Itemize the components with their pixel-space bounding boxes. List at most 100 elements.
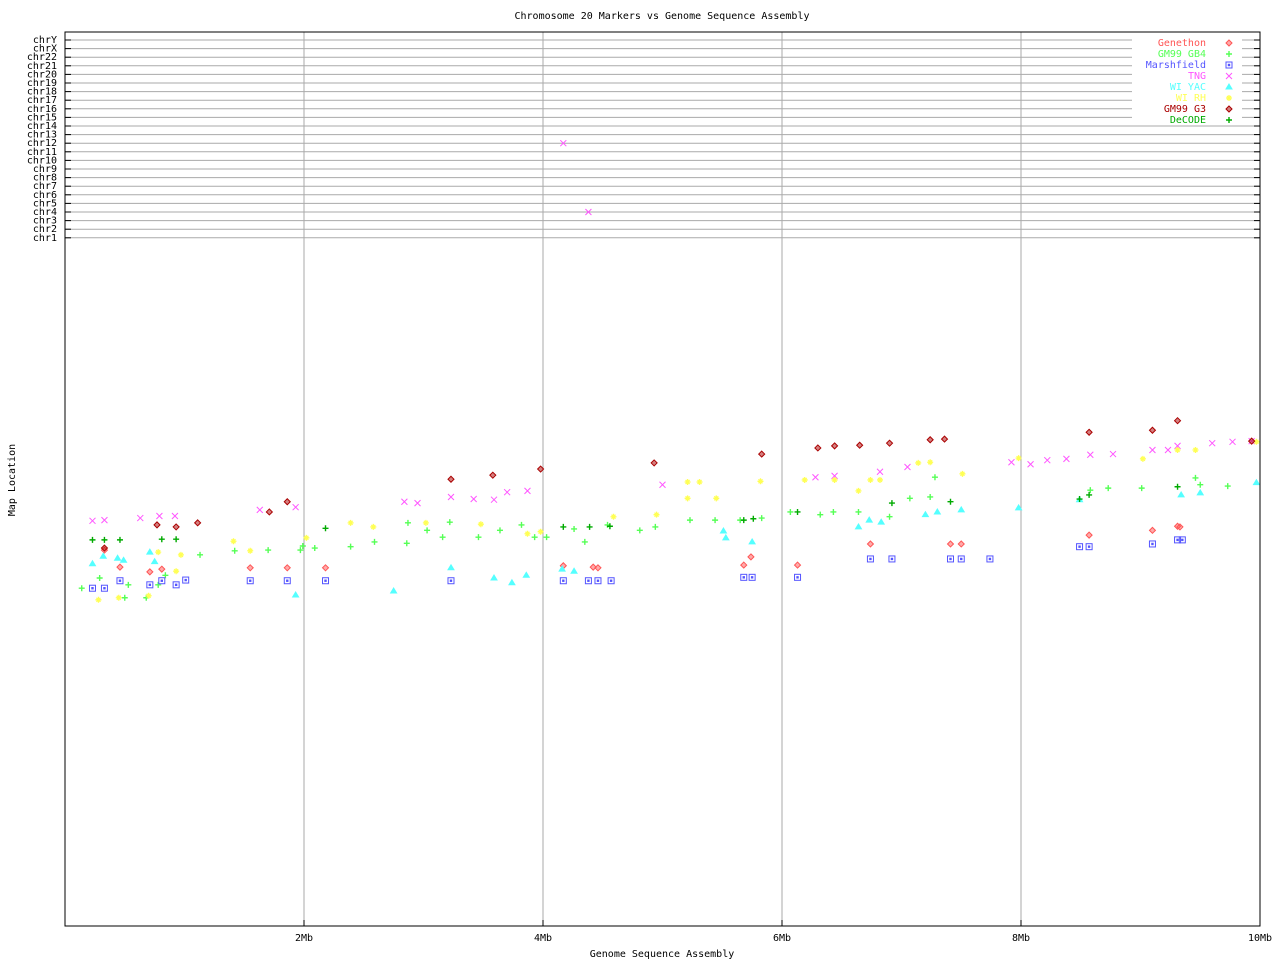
data-point (888, 500, 895, 507)
data-point (793, 561, 802, 569)
data-point (748, 573, 756, 581)
data-point (537, 528, 544, 535)
data-point (757, 478, 764, 485)
data-point (100, 584, 108, 592)
legend-label: Marshfield (1146, 60, 1206, 71)
data-point (475, 534, 482, 541)
data-point (1253, 438, 1260, 445)
chr-tick-label: chr12 (27, 138, 57, 149)
legend-bg (1132, 59, 1242, 70)
data-point (531, 534, 538, 541)
data-point (543, 534, 550, 541)
data-point (927, 459, 934, 466)
data-point (524, 530, 531, 537)
legend-bg (1132, 114, 1242, 125)
data-point (946, 540, 955, 548)
data-point (171, 512, 179, 520)
data-point (866, 555, 874, 563)
data-point (265, 508, 274, 516)
data-point (88, 584, 96, 592)
data-point (794, 573, 802, 581)
x-tick-label: 10Mb (1248, 933, 1272, 944)
chr-tick-label: chr13 (27, 130, 57, 141)
data-point (906, 495, 913, 502)
legend-bg (1132, 92, 1242, 103)
data-point (1043, 456, 1051, 464)
data-point (246, 564, 254, 572)
legend-marker-icon (1225, 39, 1233, 47)
data-point (1192, 474, 1199, 481)
data-point (477, 521, 484, 528)
data-point (817, 511, 824, 518)
data-point (636, 527, 643, 534)
data-point (78, 585, 85, 592)
data-point (99, 552, 108, 559)
legend-marker-icon (1225, 72, 1233, 80)
data-point (231, 547, 238, 554)
axis-ticks: chrYchrXchr22chr21chr20chr19chr18chr17ch… (27, 35, 1272, 944)
chr-tick-label: chr2 (33, 224, 57, 235)
chr-tick-label: chr19 (27, 78, 57, 89)
data-point (748, 537, 757, 545)
data-point (101, 516, 108, 524)
data-point (686, 517, 693, 524)
data-point (946, 555, 954, 563)
data-point (162, 572, 169, 579)
legend-label: WI RH (1176, 93, 1206, 104)
chr-tick-label: chr18 (27, 87, 57, 98)
data-point (986, 555, 994, 563)
legend-marker-icon (1226, 51, 1232, 57)
data-point (1247, 437, 1256, 445)
chr-tick-label: chr21 (27, 61, 57, 72)
data-point (447, 493, 455, 501)
data-point (101, 536, 108, 543)
data-point (283, 564, 291, 572)
data-point (1027, 460, 1034, 468)
data-point (404, 519, 411, 526)
data-point (559, 577, 567, 585)
chr-tick-label: chr4 (33, 207, 57, 218)
data-point (867, 476, 874, 483)
data-point (1224, 483, 1231, 490)
data-point (1252, 478, 1261, 486)
data-point (96, 575, 103, 582)
data-point (1105, 485, 1112, 492)
data-point (115, 594, 122, 601)
data-point (586, 523, 593, 530)
x-tick-label: 2Mb (295, 933, 313, 944)
chr-tick-label: chr15 (27, 112, 57, 123)
data-point (182, 576, 190, 584)
legend-bg (1132, 70, 1242, 81)
x-tick-label: 8Mb (1012, 933, 1030, 944)
legend-bg (1132, 103, 1242, 114)
chr-tick-label: chr10 (27, 155, 57, 166)
data-point (230, 538, 237, 545)
legend-label: GM99 GB4 (1158, 49, 1206, 60)
data-point (931, 474, 938, 481)
data-point (610, 513, 617, 520)
data-point (659, 481, 666, 489)
legend-marker-icon (1225, 83, 1233, 90)
data-point (607, 577, 615, 585)
chr-tick-label: chr1 (33, 233, 57, 244)
data-point (904, 463, 911, 471)
chr-tick-label: chrX (33, 44, 57, 55)
data-point (1229, 438, 1236, 446)
data-point (518, 521, 525, 528)
data-point (172, 523, 180, 531)
data-point (401, 498, 408, 506)
chr-tick-label: chr22 (27, 52, 57, 63)
data-point (119, 556, 128, 563)
data-point (1086, 491, 1093, 498)
x-tick-label: 4Mb (534, 933, 552, 944)
legend-marker-icon (1225, 105, 1233, 113)
data-point (957, 555, 965, 563)
chart-title: Chromosome 20 Markers vs Genome Sequence… (514, 11, 809, 22)
data-point (589, 563, 597, 571)
data-point (414, 499, 421, 507)
data-point (116, 536, 123, 543)
x-axis-label: Genome Sequence Assembly (590, 949, 735, 960)
data-point (886, 513, 893, 520)
data-point (653, 511, 660, 518)
